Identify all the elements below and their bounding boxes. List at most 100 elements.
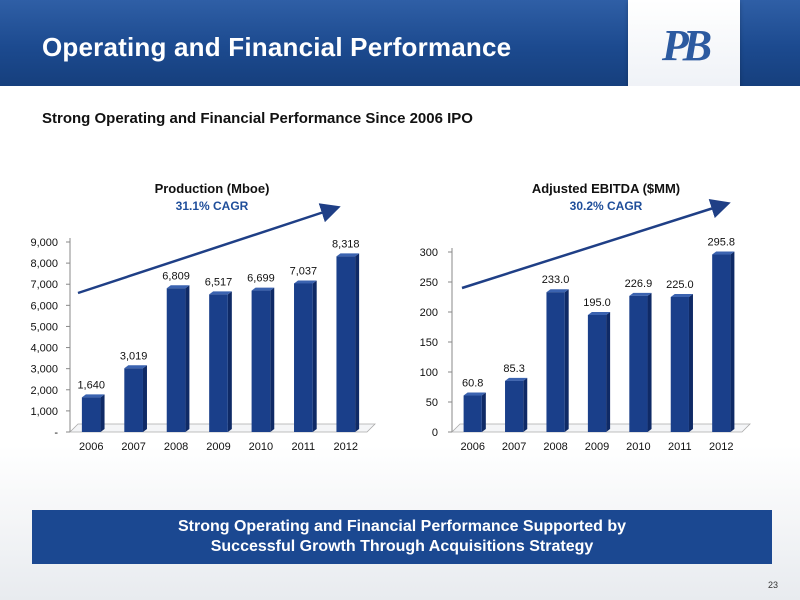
ebitda-x-tick-label: 2011 [668, 441, 692, 453]
production-data-label: 6,517 [205, 276, 233, 288]
ebitda-bar-side [481, 392, 486, 432]
company-logo: PB [628, 0, 740, 94]
production-y-tick-label: 5,000 [30, 321, 58, 333]
production-data-label: 6,809 [162, 270, 190, 282]
production-bar [81, 397, 101, 432]
production-bar-top [81, 394, 105, 398]
production-x-tick-label: 2012 [334, 441, 358, 453]
production-bar-side [185, 285, 190, 432]
ebitda-x-tick-label: 2009 [585, 441, 609, 453]
production-bar-side [270, 287, 275, 432]
production-x-tick-label: 2011 [292, 441, 316, 453]
ebitda-y-tick-label: 0 [432, 427, 438, 439]
production-bar-side [227, 291, 232, 432]
ebitda-data-label: 85.3 [503, 363, 524, 375]
ebitda-bar-side [523, 377, 528, 432]
ebitda-bar-top [505, 377, 528, 381]
production-data-label: 8,318 [332, 238, 360, 250]
ebitda-x-tick-label: 2006 [460, 441, 484, 453]
production-chart-title: Production (Mboe) [154, 181, 270, 196]
ebitda-bar [712, 254, 731, 432]
ebitda-y-tick-label: 50 [426, 397, 438, 409]
ebitda-bar-top [463, 392, 486, 396]
section-subtitle: Strong Operating and Financial Performan… [42, 110, 473, 127]
production-trend-arrow [77, 203, 341, 295]
production-bar-side [100, 394, 105, 432]
ebitda-chart-title: Adjusted EBITDA ($MM) [531, 181, 681, 196]
banner-line-2: Successful Growth Through Acquisitions S… [210, 538, 594, 555]
ebitda-x-tick-label: 2010 [626, 441, 650, 453]
production-bar-top [166, 285, 190, 289]
production-data-label: 6,699 [247, 273, 275, 285]
production-y-tick-label: 8,000 [30, 258, 58, 270]
ebitda-bar-side [564, 289, 569, 432]
production-x-tick-label: 2007 [121, 441, 145, 453]
production-x-tick-label: 2009 [206, 441, 230, 453]
ebitda-bar-top [629, 292, 652, 296]
ebitda-bar-side [730, 251, 735, 432]
ebitda-y-tick-label: 150 [420, 337, 438, 349]
production-y-tick-label: 6,000 [30, 300, 58, 312]
ebitda-bar [463, 395, 482, 432]
summary-banner: Strong Operating and Financial Performan… [32, 510, 772, 564]
ebitda-bar-chart: 0 50 100 150 200 250 300 60.8 2006 85.3 2007 233.0 2… [420, 199, 751, 453]
logo-monogram: PB [661, 21, 712, 70]
production-x-tick-label: 2010 [249, 441, 273, 453]
ebitda-y-tick-label: 300 [420, 247, 438, 259]
production-bar-top [124, 365, 147, 369]
ebitda-trend-arrow [461, 199, 731, 290]
production-bar-top [336, 253, 360, 257]
production-data-label: 1,640 [77, 379, 105, 391]
production-bar-top [209, 291, 232, 295]
ebitda-bar-top [546, 289, 569, 293]
production-y-tick-label: 2,000 [30, 385, 58, 397]
ebitda-y-tick-label: 100 [420, 367, 438, 379]
production-y-tick-label: 9,000 [30, 237, 58, 249]
production-bar [209, 294, 228, 432]
production-bar-top [294, 280, 317, 284]
ebitda-data-label: 195.0 [583, 297, 611, 309]
ebitda-bar-side [688, 294, 693, 432]
ebitda-bar-side [606, 312, 611, 432]
production-bar-top [251, 287, 275, 291]
production-cagr-label: 31.1% CAGR [175, 199, 249, 213]
production-y-tick-label: - [54, 427, 58, 439]
ebitda-x-tick-label: 2012 [709, 441, 733, 453]
ebitda-x-tick-label: 2007 [502, 441, 526, 453]
production-y-tick-label: 3,000 [30, 364, 58, 376]
ebitda-bar [546, 292, 565, 432]
ebitda-data-label: 295.8 [708, 237, 736, 249]
ebitda-bar [670, 297, 689, 432]
ebitda-bar-top [587, 312, 611, 315]
ebitda-bar-top [670, 294, 693, 297]
production-x-tick-label: 2008 [164, 441, 188, 453]
ebitda-y-tick-label: 200 [420, 307, 438, 319]
ebitda-data-label: 60.8 [462, 378, 483, 390]
banner-line-1: Strong Operating and Financial Performan… [177, 518, 627, 535]
production-bar [336, 256, 356, 432]
ebitda-bar [587, 315, 607, 432]
production-y-tick-label: 1,000 [30, 406, 58, 418]
production-y-tick-label: 7,000 [30, 279, 58, 291]
production-bar [294, 283, 313, 432]
ebitda-data-label: 225.0 [666, 279, 694, 291]
production-bar-side [355, 253, 360, 432]
page-number: 23 [767, 580, 778, 590]
production-bar-side [312, 280, 317, 432]
production-bar [124, 368, 143, 432]
ebitda-bar-top [712, 251, 735, 255]
ebitda-data-label: 226.9 [625, 278, 653, 290]
page-title: Operating and Financial Performance [42, 32, 512, 62]
ebitda-x-tick-label: 2008 [543, 441, 567, 453]
ebitda-y-tick-label: 250 [420, 277, 438, 289]
production-bar [251, 290, 271, 432]
ebitda-bar [629, 295, 648, 432]
production-bar-chart: - 1,000 2,000 3,000 4,000 5,000 6,000 7,000 8,00… [30, 203, 376, 453]
production-data-label: 3,019 [120, 350, 148, 362]
ebitda-bar-side [647, 292, 652, 432]
production-y-tick-label: 4,000 [30, 343, 58, 355]
ebitda-cagr-label: 30.2% CAGR [569, 199, 643, 213]
production-bar-side [142, 365, 147, 432]
production-x-tick-label: 2006 [79, 441, 103, 453]
